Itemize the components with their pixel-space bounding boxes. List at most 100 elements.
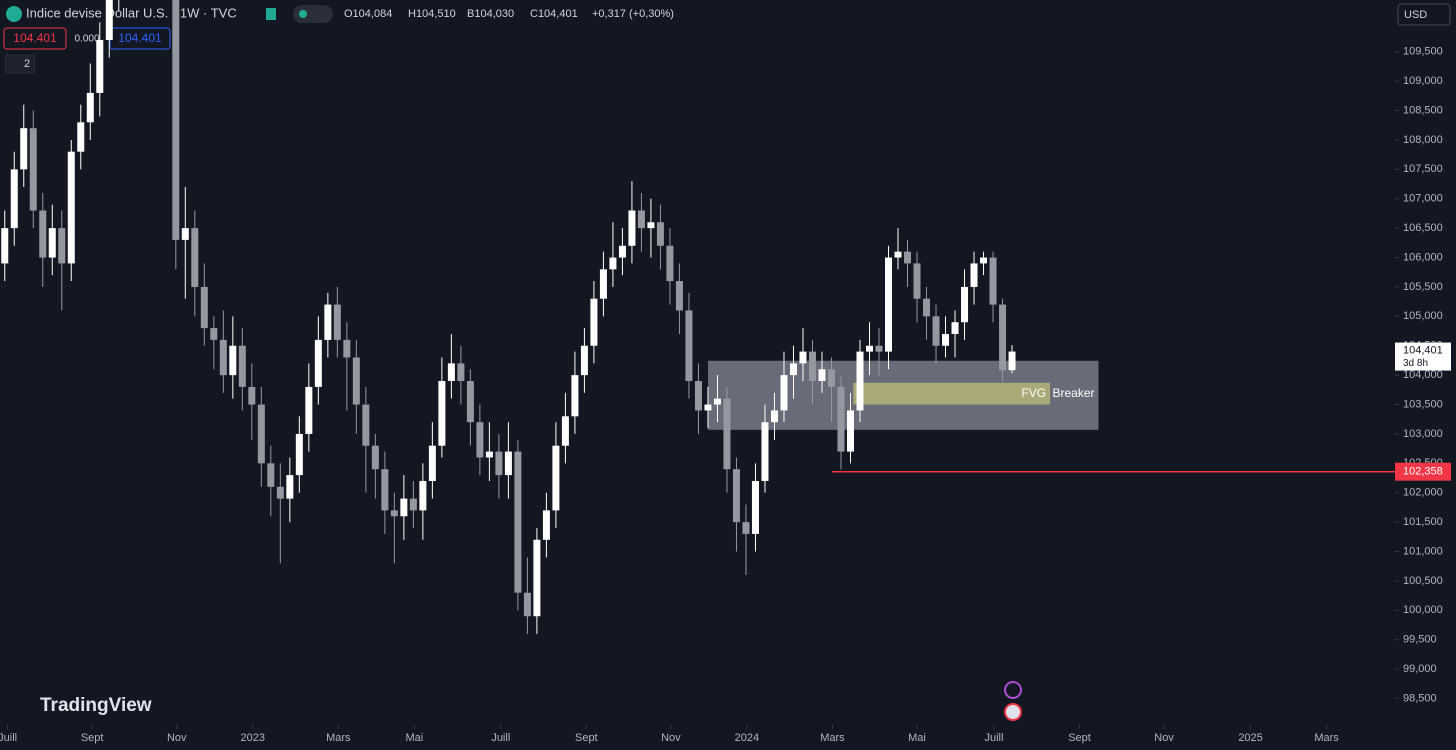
ohlc-low: B104,030 — [467, 8, 514, 20]
y-tick-label: 107,000 — [1403, 193, 1443, 205]
candle-body — [419, 480, 427, 511]
ohlc-open: O104,084 — [344, 8, 392, 20]
y-tick-label: 108,500 — [1403, 104, 1443, 116]
candle-body — [808, 351, 816, 382]
indicator-count: 2 — [24, 58, 30, 70]
x-tick-label: Mai — [908, 732, 926, 744]
symbol-icon — [6, 6, 22, 22]
candle-body — [295, 433, 303, 476]
candle-body — [428, 445, 436, 481]
candle-body — [48, 228, 56, 258]
currency: USD — [1404, 9, 1427, 21]
y-tick-label: 106,500 — [1403, 222, 1443, 234]
x-tick-label: Nov — [167, 732, 187, 744]
candle-body — [961, 286, 969, 323]
candle-body — [742, 522, 750, 534]
y-tick-label: 100,500 — [1403, 575, 1443, 587]
candle-body — [191, 228, 199, 287]
candle-body — [181, 228, 189, 240]
candle-body — [571, 375, 579, 417]
y-tick-label: 108,000 — [1403, 134, 1443, 146]
candle-body — [732, 469, 740, 523]
candle-body — [533, 539, 541, 617]
candle-body — [561, 416, 569, 446]
y-tick-label: 106,000 — [1403, 251, 1443, 263]
last-price-box — [1395, 342, 1451, 371]
x-tick-label: Sept — [81, 732, 104, 744]
candle-body — [770, 410, 778, 423]
candle-body — [58, 228, 66, 264]
x-tick-label: Nov — [1154, 732, 1174, 744]
candle-body — [685, 310, 693, 382]
x-tick-label: 2025 — [1238, 732, 1262, 744]
y-tick-label: 101,500 — [1403, 516, 1443, 528]
candle-body — [257, 404, 265, 464]
x-tick-label: Mars — [326, 732, 351, 744]
candle-body — [400, 498, 408, 517]
symbol-title[interactable]: Indice devise Dollar U.S. · 1W · TVC — [26, 5, 237, 20]
x-tick-label: Mai — [405, 732, 423, 744]
candle-body — [305, 386, 313, 434]
zone-label: Breaker — [1052, 386, 1094, 400]
buy-price: 104.401 — [118, 31, 162, 45]
candle-body — [552, 445, 560, 511]
candle-body — [390, 510, 398, 517]
candle-body — [637, 210, 645, 229]
y-tick-label: 99,000 — [1403, 663, 1437, 675]
x-tick-label: Juill — [491, 732, 510, 744]
candle-body — [599, 269, 607, 299]
candle-body — [618, 245, 626, 258]
sell-price: 104.401 — [13, 31, 57, 45]
x-tick-label: Mars — [1314, 732, 1339, 744]
candle-body — [923, 298, 931, 317]
candle-body — [970, 263, 978, 287]
countdown: 3d 8h — [1403, 358, 1428, 369]
candle-body — [352, 357, 360, 405]
y-tick-label: 103,000 — [1403, 428, 1443, 440]
indicator-toggle[interactable] — [4, 54, 36, 74]
currency-box[interactable] — [1397, 3, 1451, 26]
candle-body — [885, 257, 893, 352]
x-tick-label: Sept — [575, 732, 598, 744]
candle-body — [447, 363, 455, 382]
candle-body — [96, 39, 104, 93]
sell-box[interactable] — [3, 27, 67, 50]
ohlc-high: H104,510 — [408, 8, 456, 20]
candle-body — [865, 345, 873, 352]
last-price: 104,401 — [1403, 344, 1443, 356]
candle-body — [324, 304, 332, 340]
y-tick-label: 99,500 — [1403, 634, 1437, 646]
candle-body — [675, 281, 683, 311]
y-tick-label: 105,500 — [1403, 281, 1443, 293]
candle-body — [609, 257, 617, 270]
candle-body — [980, 257, 988, 264]
candle-body — [172, 0, 180, 240]
candle-body — [799, 351, 807, 364]
y-tick-label: 101,000 — [1403, 545, 1443, 557]
candle-body — [590, 298, 598, 346]
candle-body — [210, 328, 218, 340]
candle-body — [229, 345, 237, 376]
flag-icon[interactable] — [1004, 703, 1022, 721]
candle-body — [837, 386, 845, 452]
candle-body — [875, 345, 883, 352]
x-tick-label: Sept — [1068, 732, 1091, 744]
candle-body — [362, 404, 370, 446]
candle-body — [704, 404, 712, 411]
candle-body — [1008, 351, 1016, 371]
candle-body — [20, 128, 28, 170]
candle-body — [894, 251, 902, 258]
event-icon[interactable] — [1004, 681, 1022, 699]
status-dot — [299, 10, 307, 18]
candle-body — [466, 381, 474, 423]
plot — [1, 0, 1099, 634]
candle-body — [504, 451, 512, 476]
candle-body — [523, 592, 531, 617]
candle-body — [381, 469, 389, 511]
candle-body — [827, 369, 835, 387]
level-label-box — [1395, 462, 1451, 481]
candle-body — [238, 345, 246, 387]
candle-body — [29, 128, 37, 211]
